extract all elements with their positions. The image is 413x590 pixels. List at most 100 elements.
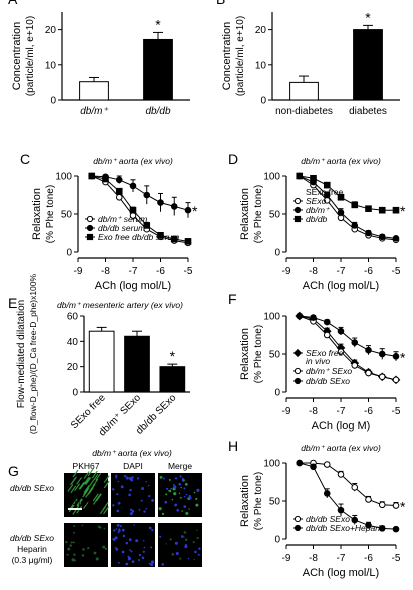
fluorescence-streak bbox=[83, 487, 89, 496]
fluorescence-dot bbox=[95, 557, 99, 561]
legend-label: Exo free db/db serum bbox=[98, 232, 179, 242]
fluorescence-dot bbox=[193, 558, 195, 561]
fluorescence-dot bbox=[135, 539, 139, 543]
legend-label: db/m⁺ bbox=[306, 205, 331, 215]
fluorescence-dot bbox=[180, 535, 184, 538]
y-tick-label: 0 bbox=[274, 248, 280, 259]
fluorescence-dot bbox=[178, 482, 181, 486]
fluorescence-streak bbox=[87, 468, 94, 477]
panel-letter: G bbox=[8, 463, 19, 479]
fluorescence-dot bbox=[123, 474, 127, 478]
y-axis-label-unit: (D_flow-D_phe)/(D_Ca free-D_phe)x100% bbox=[28, 273, 38, 434]
y-tick-label: 100 bbox=[263, 172, 280, 183]
fluorescence-dot bbox=[133, 524, 135, 526]
data-point bbox=[365, 346, 372, 354]
fluorescence-dot bbox=[72, 541, 75, 544]
fluorescence-streak bbox=[87, 480, 94, 489]
panel-letter: E bbox=[8, 295, 17, 311]
fluorescence-dot bbox=[137, 558, 141, 562]
micrograph-background bbox=[158, 523, 202, 567]
bar-group: non-diabetes bbox=[275, 75, 333, 117]
y-tick-label: 0 bbox=[274, 388, 280, 399]
fluorescence-dot bbox=[104, 547, 108, 550]
fluorescence-dot bbox=[172, 483, 175, 486]
data-point bbox=[365, 496, 372, 503]
fluorescence-dot bbox=[125, 476, 129, 480]
x-axis-label: ACh (log mol/L) bbox=[95, 280, 171, 292]
fluorescence-dot bbox=[93, 551, 97, 555]
fluorescence-dot bbox=[138, 508, 141, 511]
significance-star: * bbox=[192, 203, 198, 219]
x-tick-label: -9 bbox=[282, 266, 291, 277]
fluorescence-streak bbox=[87, 487, 94, 495]
y-tick-label: 100 bbox=[55, 172, 72, 183]
data-point bbox=[102, 175, 109, 183]
data-point bbox=[392, 206, 400, 214]
fluorescence-streak bbox=[74, 483, 81, 492]
y-axis-label-unit: (% Phe tone) bbox=[253, 185, 264, 243]
fluorescence-dot bbox=[129, 488, 132, 492]
legend-item: db/db SExo bbox=[293, 376, 350, 386]
fluorescence-dot bbox=[131, 476, 134, 479]
fluorescence-streak bbox=[92, 478, 99, 487]
fluorescence-streak bbox=[84, 477, 91, 485]
fluorescence-streak bbox=[83, 471, 90, 479]
fluorescence-dot bbox=[70, 541, 73, 544]
category-label: db/db bbox=[145, 106, 170, 117]
fluorescence-dot bbox=[138, 553, 142, 557]
y-axis-label-unit: (% Phe tone) bbox=[253, 472, 264, 530]
legend-marker bbox=[294, 206, 302, 214]
data-point bbox=[351, 201, 359, 209]
significance-star: * bbox=[400, 349, 406, 365]
fluorescence-dot bbox=[131, 509, 135, 513]
bar bbox=[124, 335, 150, 393]
data-point bbox=[351, 516, 359, 524]
y-axis-label-unit: (particle/ml, e+10) bbox=[235, 16, 246, 96]
y-tick-label: 50 bbox=[269, 497, 281, 508]
fluorescence-streak bbox=[79, 481, 86, 490]
fluorescence-dot bbox=[99, 526, 102, 529]
series bbox=[88, 172, 192, 245]
bar-group: diabetes * bbox=[349, 9, 387, 117]
legend-label: db/m⁺ SExo bbox=[306, 366, 352, 376]
fluorescence-streak bbox=[70, 485, 77, 494]
legend-marker bbox=[294, 377, 302, 385]
fluorescence-dot bbox=[179, 475, 182, 478]
fluorescence-dot bbox=[181, 478, 184, 482]
data-point bbox=[337, 471, 345, 478]
x-tick-label: -5 bbox=[392, 266, 401, 277]
fluorescence-dot bbox=[196, 536, 199, 540]
fluorescence-dot bbox=[130, 478, 134, 482]
data-point bbox=[323, 461, 331, 468]
data-point bbox=[392, 352, 400, 360]
legend-label: db/db SExo+Heparin bbox=[306, 523, 385, 533]
fluorescence-dot bbox=[161, 512, 165, 516]
x-axis-label: ACh (log mol/L) bbox=[303, 567, 379, 579]
fluorescence-dot bbox=[145, 481, 147, 483]
panel-letter: D bbox=[228, 151, 238, 167]
fluorescence-dot bbox=[73, 525, 76, 528]
fluorescence-dot bbox=[130, 550, 133, 553]
fluorescence-streak bbox=[76, 498, 83, 506]
data-point bbox=[392, 502, 400, 509]
fluorescence-dot bbox=[128, 493, 131, 497]
fluorescence-dot bbox=[119, 524, 122, 527]
fluorescence-streak bbox=[83, 485, 90, 493]
data-point bbox=[115, 193, 123, 201]
fluorescence-dot bbox=[159, 535, 162, 538]
data-point bbox=[143, 191, 151, 199]
fluorescence-dot bbox=[103, 527, 105, 530]
fluorescence-dot bbox=[148, 562, 151, 565]
fluorescence-dot bbox=[164, 500, 168, 504]
fluorescence-dot bbox=[180, 486, 182, 489]
data-point bbox=[378, 525, 386, 532]
legend-marker bbox=[86, 215, 94, 223]
fluorescence-dot bbox=[169, 538, 172, 541]
data-point bbox=[129, 182, 137, 190]
fluorescence-dot bbox=[173, 492, 177, 496]
fluorescence-dot bbox=[165, 543, 167, 545]
data-point bbox=[351, 339, 359, 346]
fluorescence-streak bbox=[85, 477, 92, 485]
legend-marker bbox=[293, 348, 303, 358]
panel-letter: F bbox=[228, 291, 237, 307]
